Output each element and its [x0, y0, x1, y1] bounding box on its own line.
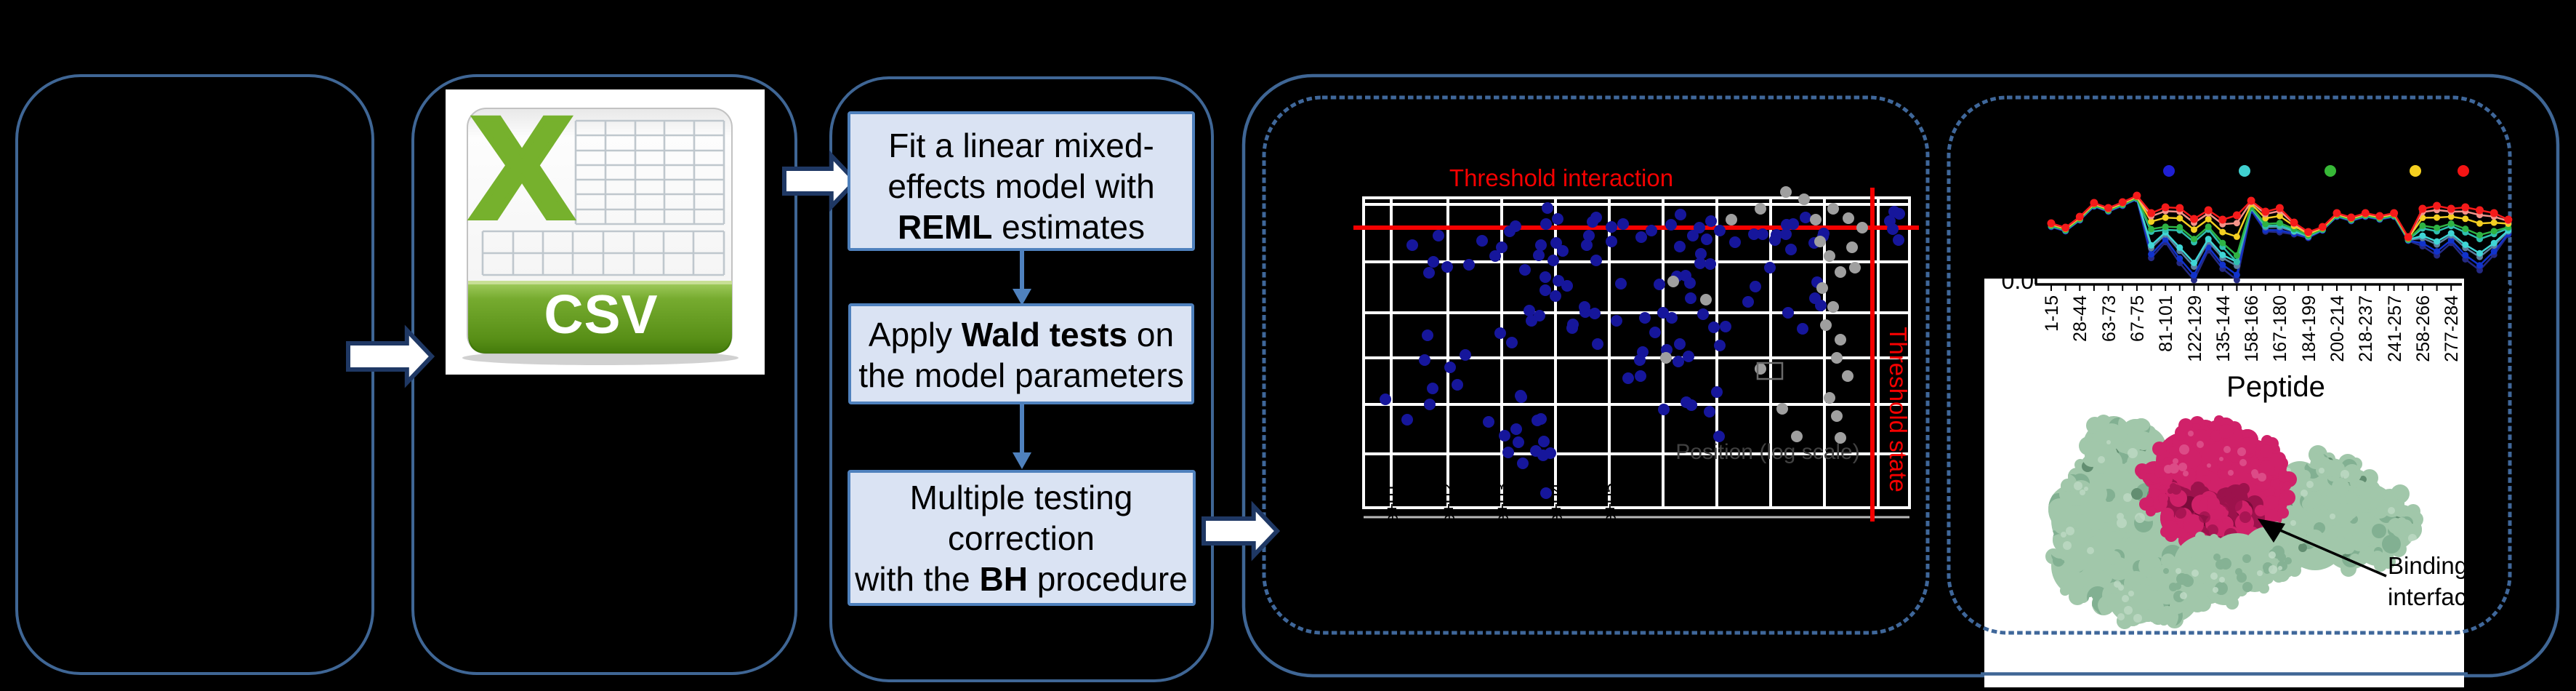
svg-text:1-15: 1-15 [2042, 295, 2062, 332]
svg-text:167-180: 167-180 [2270, 295, 2290, 362]
svg-text:1e+03: 1e+03 [1492, 483, 1513, 534]
svg-text:effects model with: effects model with [887, 167, 1154, 205]
svg-text:Threshold interaction: Threshold interaction [1449, 164, 1673, 191]
svg-text:258-266: 258-266 [2413, 295, 2434, 362]
svg-text:28-44: 28-44 [2070, 295, 2090, 342]
svg-text:interface: interface [2388, 583, 2480, 610]
svg-text:81-101: 81-101 [2156, 295, 2176, 352]
svg-text:241-257: 241-257 [2385, 295, 2405, 362]
svg-text:REML estimates: REML estimates [898, 208, 1145, 246]
svg-text:135-144: 135-144 [2213, 295, 2234, 362]
svg-text:184-199: 184-199 [2299, 295, 2319, 362]
svg-text:correction: correction [948, 519, 1095, 557]
svg-text:Apply Wald tests on: Apply Wald tests on [869, 316, 1174, 354]
svg-text:1e+01: 1e+01 [1382, 483, 1402, 534]
svg-text:Position (log scale): Position (log scale) [1675, 440, 1859, 464]
svg-text:X: X [472, 88, 573, 249]
svg-text:0.0: 0.0 [2002, 268, 2034, 294]
svg-text:Threshold state: Threshold state [1885, 327, 1912, 492]
svg-text:122-129: 122-129 [2185, 295, 2205, 362]
svg-text:277-284: 277-284 [2442, 295, 2462, 362]
svg-text:the model parameters: the model parameters [858, 356, 1183, 394]
svg-text:Binding: Binding [2388, 552, 2468, 579]
svg-text:CSV: CSV [544, 284, 658, 345]
svg-text:1e+05: 1e+05 [1600, 483, 1620, 534]
svg-text:Multiple testing: Multiple testing [910, 479, 1133, 516]
svg-text:158-166: 158-166 [2242, 295, 2262, 362]
svg-text:Peptide: Peptide [2226, 371, 2325, 403]
svg-text:218-237: 218-237 [2356, 295, 2376, 362]
svg-text:67-75: 67-75 [2128, 295, 2148, 342]
svg-text:200-214: 200-214 [2327, 295, 2348, 362]
svg-text:P-value (log scale): P-value (log scale) [1343, 288, 1363, 439]
svg-text:1e+02: 1e+02 [1438, 483, 1459, 534]
svg-text:with the BH procedure: with the BH procedure [854, 560, 1188, 598]
svg-text:63-73: 63-73 [2099, 295, 2120, 342]
svg-text:Fit a linear mixed-: Fit a linear mixed- [888, 127, 1154, 164]
